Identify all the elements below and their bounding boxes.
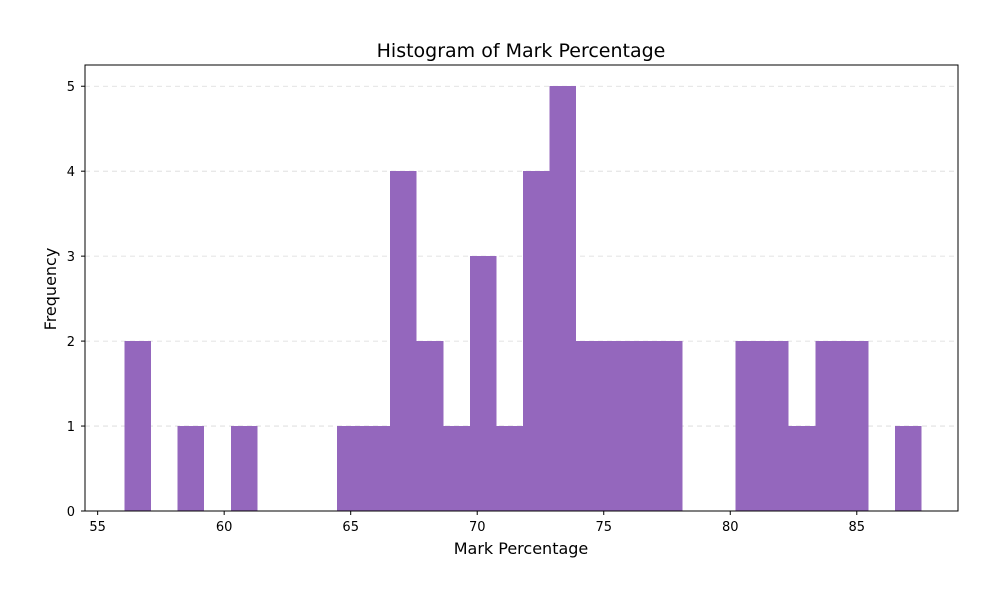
y-tick-label: 3 xyxy=(67,250,75,265)
histogram-bar xyxy=(230,426,258,511)
histogram-bar xyxy=(735,341,763,511)
y-axis-ticks: 0 1 2 3 4 5 xyxy=(67,80,85,520)
x-tick-label: 55 xyxy=(89,520,106,535)
x-tick-label: 60 xyxy=(216,520,233,535)
histogram-bar xyxy=(576,341,603,511)
x-tick-label: 65 xyxy=(342,520,359,535)
histogram-bar xyxy=(363,426,391,511)
plot-frame xyxy=(84,64,959,512)
histogram-bar xyxy=(416,341,444,511)
histogram-bar xyxy=(549,86,577,511)
histogram-bar xyxy=(655,341,683,511)
x-axis-ticks: 55 60 65 70 75 80 85 xyxy=(89,511,865,535)
histogram-bar xyxy=(841,341,869,511)
x-tick-label: 70 xyxy=(469,520,486,535)
histogram-bar xyxy=(469,256,497,511)
histogram-bar xyxy=(124,341,152,511)
histogram-bar xyxy=(177,426,205,511)
histogram-bars xyxy=(124,86,922,511)
x-tick-label: 85 xyxy=(849,520,866,535)
x-tick-label: 75 xyxy=(595,520,612,535)
x-tick-label: 80 xyxy=(722,520,739,535)
histogram-bar xyxy=(815,341,842,511)
y-tick-label: 5 xyxy=(67,80,75,95)
histogram-bar xyxy=(390,171,417,511)
y-tick-label: 4 xyxy=(67,165,75,180)
y-axis-title: Frequency xyxy=(41,248,60,331)
histogram-bar xyxy=(523,171,550,511)
y-tick-label: 0 xyxy=(67,505,75,520)
x-axis-title: Mark Percentage xyxy=(454,539,589,558)
histogram-bar xyxy=(602,341,630,511)
chart-title: Histogram of Mark Percentage xyxy=(377,40,666,62)
histogram-bar xyxy=(762,341,789,511)
histogram-bar xyxy=(443,426,470,511)
histogram-bar xyxy=(788,426,816,511)
y-tick-label: 1 xyxy=(67,420,75,435)
y-tick-label: 2 xyxy=(67,335,75,350)
histogram-bar xyxy=(894,426,922,511)
histogram-bar xyxy=(337,426,364,511)
histogram-bar xyxy=(496,426,524,511)
histogram-bar xyxy=(629,341,656,511)
